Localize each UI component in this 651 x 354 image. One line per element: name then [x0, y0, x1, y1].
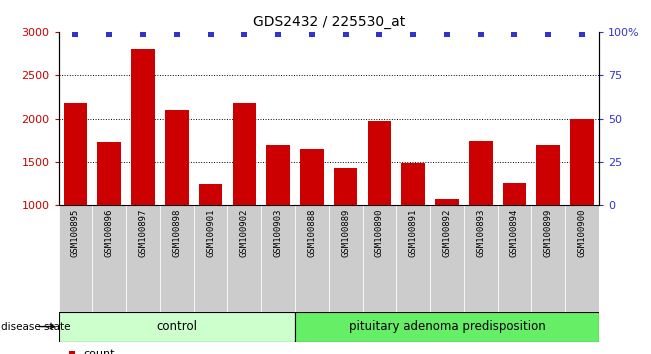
Bar	[295, 205, 329, 312]
Bar	[435, 199, 459, 205]
Text: GSM100899: GSM100899	[544, 209, 553, 257]
Bar	[469, 141, 493, 205]
Bar	[402, 163, 425, 205]
Text: pituitary adenoma predisposition: pituitary adenoma predisposition	[348, 320, 546, 333]
Bar	[329, 205, 363, 312]
Bar	[266, 144, 290, 205]
Text: GSM100903: GSM100903	[273, 209, 283, 257]
Bar	[232, 103, 256, 205]
Text: GSM100892: GSM100892	[443, 209, 451, 257]
Bar	[368, 121, 391, 205]
Bar	[536, 144, 560, 205]
Text: GSM100895: GSM100895	[71, 209, 80, 257]
Bar	[531, 205, 565, 312]
Bar	[334, 168, 357, 205]
Bar	[227, 205, 261, 312]
Bar	[92, 205, 126, 312]
Bar	[503, 183, 526, 205]
Bar	[363, 205, 396, 312]
Text: GSM100894: GSM100894	[510, 209, 519, 257]
Text: GSM100891: GSM100891	[409, 209, 418, 257]
Bar	[98, 142, 121, 205]
Text: control: control	[156, 320, 197, 333]
Bar	[261, 205, 295, 312]
Text: GSM100900: GSM100900	[577, 209, 587, 257]
Text: GSM100901: GSM100901	[206, 209, 215, 257]
Text: count: count	[83, 349, 115, 354]
Text: GSM100898: GSM100898	[173, 209, 181, 257]
Bar	[165, 110, 189, 205]
Bar	[430, 205, 464, 312]
Bar	[396, 205, 430, 312]
Bar	[497, 205, 531, 312]
Bar	[295, 312, 599, 342]
Text: GSM100896: GSM100896	[105, 209, 114, 257]
Title: GDS2432 / 225530_at: GDS2432 / 225530_at	[253, 16, 405, 29]
Text: disease state: disease state	[1, 321, 71, 332]
Bar	[570, 119, 594, 205]
Text: GSM100897: GSM100897	[139, 209, 148, 257]
Bar	[59, 312, 295, 342]
Bar	[300, 149, 324, 205]
Bar	[64, 103, 87, 205]
Text: GSM100888: GSM100888	[307, 209, 316, 257]
Bar	[464, 205, 497, 312]
Text: GSM100889: GSM100889	[341, 209, 350, 257]
Bar	[194, 205, 227, 312]
Bar	[132, 49, 155, 205]
Text: GSM100893: GSM100893	[477, 209, 485, 257]
Bar	[126, 205, 160, 312]
Text: GSM100902: GSM100902	[240, 209, 249, 257]
Bar	[199, 184, 223, 205]
Text: GSM100890: GSM100890	[375, 209, 384, 257]
Bar	[160, 205, 194, 312]
Bar	[565, 205, 599, 312]
Bar	[59, 205, 92, 312]
